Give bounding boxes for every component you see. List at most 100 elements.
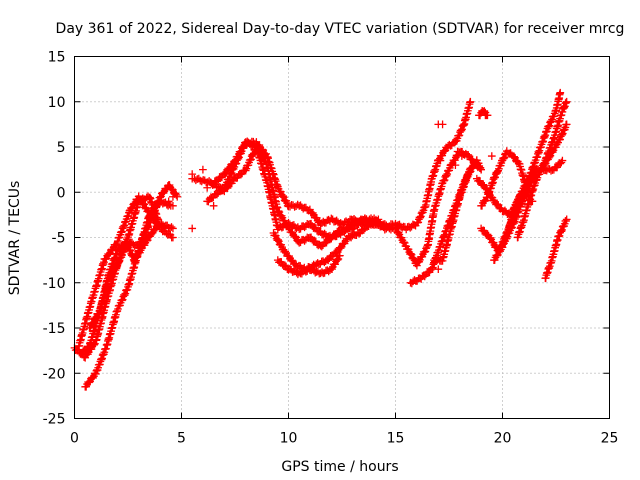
x-tick-label: 20 (494, 431, 512, 447)
data-point (169, 233, 177, 242)
data-point (203, 183, 212, 192)
data-point (246, 156, 255, 164)
series-track-21 (498, 179, 533, 246)
data-point (118, 296, 126, 305)
data-point (457, 152, 466, 160)
isolated-points (164, 111, 496, 274)
y-tick-label: 5 (57, 140, 66, 156)
y-tick-label: 0 (57, 185, 66, 201)
data-point (537, 165, 546, 174)
data-point (125, 246, 134, 254)
data-point (199, 165, 207, 174)
x-axis-label: GPS time / hours (281, 459, 398, 475)
series-track-3 (81, 196, 175, 391)
data-point (127, 204, 136, 213)
data-point (271, 231, 280, 240)
y-tick-label: 15 (48, 50, 66, 66)
data-point (225, 175, 233, 183)
x-tick-labels: 0 5 10 15 20 25 (70, 431, 618, 447)
series-track-10 (273, 251, 344, 279)
data-point (279, 192, 287, 200)
data-point (562, 120, 571, 129)
x-tick-label: 25 (601, 431, 619, 447)
data-point (458, 125, 466, 134)
series-track-5 (85, 192, 162, 332)
data-point (277, 187, 285, 196)
data-point (562, 215, 571, 224)
data-point (274, 236, 282, 244)
y-tick-label: -5 (52, 231, 66, 247)
data-point (404, 245, 413, 254)
data-point (227, 170, 235, 179)
data-point (436, 156, 445, 165)
data-point (414, 218, 423, 227)
data-point (247, 155, 255, 164)
data-point (453, 147, 462, 156)
data-point (466, 97, 475, 106)
data-point (86, 324, 95, 332)
data-point (558, 129, 567, 138)
data-point (476, 177, 484, 185)
data-point (550, 112, 558, 121)
data-point (558, 156, 567, 165)
data-points (70, 88, 571, 391)
data-point (555, 231, 564, 240)
y-tick-label: -15 (43, 321, 66, 337)
data-point (165, 200, 174, 209)
data-point (108, 269, 117, 277)
axis-ticks (74, 56, 610, 419)
data-point (421, 247, 430, 256)
data-point (465, 168, 474, 177)
data-point (188, 224, 197, 233)
data-point (451, 161, 460, 169)
data-point (479, 180, 488, 189)
data-point (494, 201, 503, 209)
y-axis-label: SDTVAR / TECUs (7, 181, 23, 296)
data-point (416, 213, 425, 222)
data-point (220, 184, 229, 193)
data-point (380, 220, 389, 228)
x-tick-label: 0 (70, 431, 79, 447)
data-point (487, 152, 496, 160)
y-tick-label: -25 (43, 412, 66, 428)
data-point (169, 192, 177, 201)
data-point (227, 169, 236, 177)
data-point (86, 377, 94, 386)
data-point (478, 201, 486, 210)
data-point (556, 135, 564, 144)
data-point (483, 230, 492, 239)
x-tick-label: 5 (177, 431, 186, 447)
data-point (292, 233, 301, 242)
data-point (144, 207, 153, 215)
data-point (434, 265, 443, 274)
data-point (481, 111, 490, 120)
data-point (88, 319, 97, 328)
data-point (147, 229, 156, 238)
data-point (545, 121, 554, 130)
data-point (164, 197, 173, 206)
data-point (237, 170, 245, 179)
data-point (288, 228, 297, 237)
data-point (406, 249, 415, 258)
data-point (561, 123, 570, 132)
chart-title: Day 361 of 2022, Sidereal Day-to-day VTE… (56, 21, 625, 37)
data-point (547, 166, 555, 175)
data-point (538, 164, 546, 173)
data-point (440, 176, 449, 184)
data-point (417, 212, 425, 221)
data-point (85, 378, 93, 387)
data-point (391, 223, 400, 232)
data-point (169, 201, 177, 210)
data-point (457, 126, 466, 135)
data-point (231, 160, 240, 168)
series-track-19 (541, 215, 571, 283)
data-point (333, 256, 342, 264)
data-point (336, 251, 344, 260)
data-point (544, 122, 553, 131)
data-point (239, 144, 248, 152)
data-point (331, 260, 340, 269)
data-point (188, 174, 197, 183)
series-track-13 (475, 106, 492, 120)
